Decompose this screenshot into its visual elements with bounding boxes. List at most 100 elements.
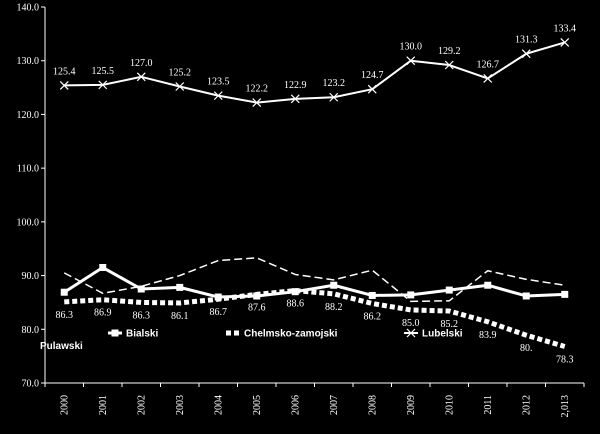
data-label-chelmsko-zamojski: 86.9 (94, 308, 112, 319)
data-point-lubelski (59, 80, 69, 90)
x-marker-stroke (136, 72, 146, 82)
data-label-lubelski: 126.7 (477, 59, 500, 70)
legend-item-bialski: Bialski (108, 329, 158, 340)
x-tick-label: 2012 (521, 395, 532, 415)
data-point-bialski (137, 285, 145, 293)
y-tick-label: 120.0 (17, 110, 40, 121)
data-label-chelmsko-zamojski: 86.3 (56, 310, 74, 321)
legend-label-chelmsko-zamojski: Chelmsko-zamojski (244, 329, 338, 340)
x-marker-stroke (329, 92, 339, 102)
x-tick-label: 2004 (213, 395, 224, 415)
data-label-lubelski: 127.0 (130, 58, 153, 69)
data-point-bialski (522, 292, 530, 300)
x-marker-stroke (252, 98, 262, 108)
data-point-lubelski (213, 91, 223, 101)
data-point-lubelski (329, 92, 339, 102)
data-label-chelmsko-zamojski: 88.2 (325, 302, 343, 313)
data-point-bialski (176, 283, 184, 291)
x-marker-stroke (521, 49, 531, 59)
x-marker-stroke (59, 80, 69, 90)
data-label-chelmsko-zamojski: 85.2 (441, 319, 459, 330)
data-label-lubelski: 122.9 (284, 80, 307, 91)
x-marker-stroke (444, 60, 454, 70)
data-label-lubelski: 125.2 (169, 67, 192, 78)
data-label-lubelski: 122.2 (246, 84, 269, 95)
x-tick-label: 2011 (483, 395, 494, 415)
data-label-chelmsko-zamojski: 85.0 (402, 318, 420, 329)
data-label-chelmsko-zamojski: 86.1 (171, 311, 189, 322)
data-labels: 86.3 86.9 86.3 86.1 86.7 87.6 88.6 88.2 86.2 85.0… (53, 23, 576, 365)
y-tick-label: 70.0 (22, 379, 40, 390)
data-label-lubelski: 125.4 (53, 66, 76, 77)
x-marker-stroke (213, 91, 223, 101)
legend-marker (111, 329, 119, 337)
data-label-lubelski: 123.2 (323, 78, 346, 89)
x-marker-stroke (367, 84, 377, 94)
x-tick-label: 2006 (290, 395, 301, 415)
legend-label-lubelski: Lubelski (422, 329, 463, 340)
data-point-bialski (445, 286, 453, 294)
data-point-lubelski (560, 38, 570, 47)
data-label-chelmsko-zamojski: 86.7 (210, 307, 228, 318)
data-label-lubelski: 130.0 (400, 42, 423, 53)
x-tick-label: 2005 (252, 395, 263, 415)
data-point-bialski (253, 292, 261, 300)
y-tick-label: 140.0 (17, 3, 40, 14)
legend-item-pulawski: Pulawski (40, 341, 83, 352)
series-lines (63, 41, 566, 349)
y-tick-label: 100.0 (17, 217, 40, 228)
data-point-lubelski (98, 80, 108, 90)
legend-marker (406, 328, 416, 338)
data-point-bialski (407, 291, 415, 299)
data-point-lubelski (367, 84, 377, 94)
series-markers (59, 38, 570, 301)
data-label-chelmsko-zamojski: 86.2 (364, 312, 382, 323)
x-marker-stroke (560, 38, 570, 47)
data-point-lubelski (175, 82, 185, 91)
x-marker-stroke (290, 94, 300, 104)
data-label-chelmsko-zamojski: 87.6 (248, 302, 266, 313)
legend: Bialski Chelmsko-zamojski Lubelski Pulawski (40, 329, 463, 353)
data-point-bialski (484, 281, 492, 289)
data-label-lubelski: 123.5 (207, 77, 230, 88)
data-point-lubelski (483, 74, 493, 83)
series-line-pulawski (63, 257, 565, 303)
x-marker-stroke (98, 80, 108, 90)
data-point-bialski (330, 281, 338, 289)
data-point-lubelski (521, 49, 531, 59)
data-point-bialski (214, 293, 222, 301)
data-point-lubelski (136, 72, 146, 82)
y-tick-label: 90.0 (22, 271, 40, 282)
data-point-lubelski (444, 60, 454, 70)
data-label-chelmsko-zamojski: 83.9 (479, 330, 497, 341)
data-point-bialski (291, 288, 299, 296)
data-label-lubelski: 124.7 (361, 70, 384, 81)
data-point-bialski (561, 290, 569, 298)
legend-item-chelmsko-zamojski: Chelmsko-zamojski (226, 329, 338, 340)
series-line-chelmsko-zamojski (64, 288, 566, 349)
x-tick-label: 2001 (98, 395, 109, 415)
data-label-lubelski: 131.3 (515, 35, 538, 46)
x-tick-label: 2003 (175, 395, 186, 415)
x-marker-stroke (406, 56, 416, 66)
data-label-lubelski: 133.4 (554, 23, 577, 34)
x-marker-stroke (483, 74, 493, 83)
data-label-chelmsko-zamojski: 78.3 (556, 354, 574, 365)
y-tick-label: 110.0 (17, 164, 39, 175)
data-label-lubelski: 129.2 (438, 46, 461, 57)
legend-label-pulawski: Pulawski (40, 341, 83, 352)
x-tick-label: 2009 (406, 395, 417, 415)
data-point-lubelski (406, 56, 416, 66)
data-label-chelmsko-zamojski: 80. (520, 343, 533, 354)
data-label-chelmsko-zamojski: 88.6 (287, 299, 305, 310)
data-point-bialski (99, 264, 107, 272)
series-line-lubelski (64, 41, 566, 104)
data-point-bialski (60, 288, 68, 296)
x-tick-label: 2002 (136, 395, 147, 415)
x-tick-label: 2008 (367, 395, 378, 415)
y-tick-label: 80.0 (22, 325, 40, 336)
x-tick-label: 2010 (444, 395, 455, 415)
series-line-bialski (63, 266, 565, 299)
legend-item-lubelski: Lubelski (404, 329, 463, 340)
